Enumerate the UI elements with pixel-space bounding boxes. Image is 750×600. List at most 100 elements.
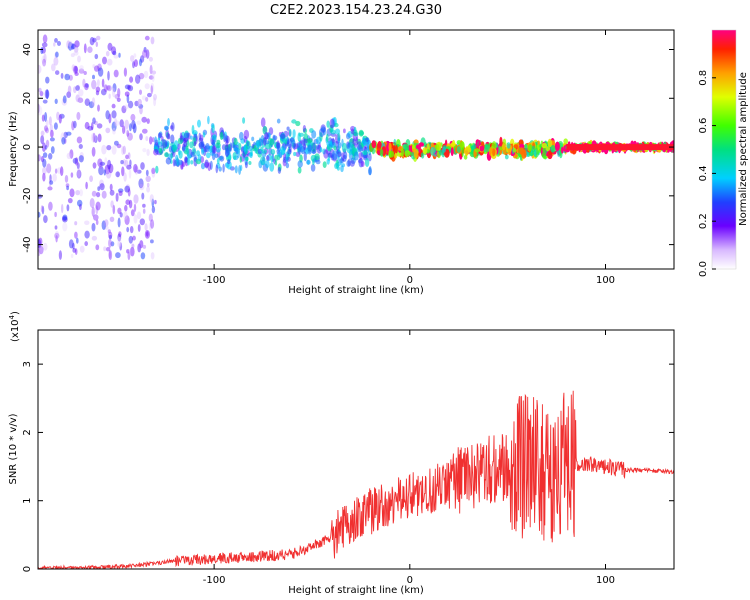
spectrogram-cell bbox=[450, 142, 456, 147]
spectrogram-cell bbox=[111, 110, 117, 119]
spectrogram-cell bbox=[231, 142, 235, 149]
spectrogram-cell bbox=[243, 145, 247, 153]
spectrogram-cell bbox=[465, 146, 469, 151]
spectrogram-cell bbox=[95, 41, 99, 47]
spectrogram-cell bbox=[49, 129, 54, 138]
spectrogram-cell bbox=[157, 132, 163, 139]
spectrogram-cell bbox=[58, 114, 62, 124]
colorbar-tick-label: 0.4 bbox=[698, 165, 709, 181]
spectrogram-cell bbox=[193, 154, 197, 162]
spectrogram-cell bbox=[76, 111, 81, 121]
spectrogram-cell bbox=[371, 140, 377, 149]
colorbar-tick-label: 0.8 bbox=[698, 70, 709, 86]
spectrogram-cell bbox=[79, 189, 83, 197]
spectrogram-cell bbox=[117, 207, 122, 214]
spectrogram-cell bbox=[64, 73, 70, 81]
spectrogram-cell bbox=[234, 165, 238, 174]
spectrogram-cell bbox=[239, 156, 242, 163]
spectrogram-cell bbox=[183, 137, 189, 142]
spectrogram-cell bbox=[201, 149, 204, 155]
spectrogram-cell bbox=[79, 65, 84, 71]
spectrogram-cell bbox=[513, 144, 519, 149]
spectrogram-cell bbox=[331, 137, 335, 145]
spectrogram-cell bbox=[198, 141, 205, 150]
spectrogram-cell bbox=[108, 249, 111, 259]
spectrogram-cell bbox=[379, 149, 384, 157]
spectrogram-cell bbox=[76, 136, 83, 144]
spectrogram-cell bbox=[222, 163, 225, 173]
spectrogram-cell bbox=[40, 135, 45, 145]
spectrogram-cell bbox=[350, 128, 355, 135]
spectrogram-cell bbox=[146, 182, 150, 188]
spectrogram-cell bbox=[151, 198, 155, 208]
spectrogram-cell bbox=[95, 219, 99, 226]
spectrogram-cell bbox=[265, 132, 269, 140]
spectrogram-cell bbox=[162, 139, 168, 149]
spectrogram-cell bbox=[117, 88, 121, 98]
figure-title: C2E2.2023.154.23.24.G30 bbox=[270, 3, 442, 18]
spectrogram-cell bbox=[149, 194, 154, 203]
spectrogram-cell bbox=[362, 150, 368, 156]
spectrogram-cell bbox=[337, 142, 342, 149]
spectrogram-cells bbox=[38, 34, 674, 261]
spectrogram-cell bbox=[38, 87, 42, 93]
spectrogram-cell bbox=[109, 189, 115, 196]
spectrogram-cell bbox=[126, 249, 130, 254]
spectrogram-cell bbox=[40, 47, 44, 55]
spectrogram-cell bbox=[112, 87, 116, 98]
spectrogram-cell bbox=[531, 145, 536, 153]
spectrogram-cell bbox=[204, 161, 210, 168]
spectrogram-cell bbox=[123, 172, 127, 182]
spectrogram-cell bbox=[280, 133, 286, 139]
spectrogram-cell bbox=[158, 132, 161, 141]
spectrogram-cell bbox=[202, 132, 206, 138]
spectrogram-cell bbox=[71, 43, 75, 50]
spectrogram-cell bbox=[136, 211, 142, 220]
spectrogram-cell bbox=[265, 160, 270, 169]
spectrogram-x-label: Height of straight line (km) bbox=[288, 285, 424, 296]
spectrogram-cell bbox=[136, 169, 142, 174]
spectrogram-cell bbox=[170, 134, 175, 144]
spectrogram-cell bbox=[112, 204, 116, 215]
spectrogram-cell bbox=[91, 190, 97, 197]
spectrogram-cell bbox=[61, 137, 66, 145]
spectrogram-cell bbox=[57, 41, 61, 46]
spectrogram-cell bbox=[209, 160, 213, 170]
spectrogram-cell bbox=[70, 253, 74, 258]
spectrogram-cell bbox=[97, 67, 104, 77]
spectrogram-cell bbox=[67, 85, 72, 95]
spectrogram-cell bbox=[73, 120, 77, 129]
spectrogram-cell bbox=[467, 147, 472, 153]
spectrogram-cell bbox=[243, 129, 250, 140]
spectrogram-cell bbox=[44, 145, 48, 150]
spectrogram-cell bbox=[49, 137, 55, 142]
spectrogram-cell bbox=[44, 89, 50, 99]
spectrogram-cell bbox=[84, 230, 90, 239]
spectrogram-cell bbox=[353, 151, 359, 161]
spectrogram-cell bbox=[143, 46, 147, 53]
spectrogram-cell bbox=[150, 219, 155, 229]
spectrogram-cell bbox=[139, 240, 144, 249]
spectrogram-cell bbox=[66, 131, 72, 136]
spectrogram-cell bbox=[89, 198, 95, 208]
spectrogram-cell bbox=[300, 145, 306, 155]
spectrogram-cell bbox=[346, 160, 351, 167]
spectrogram-cell bbox=[101, 220, 107, 230]
spectrogram-cell bbox=[186, 132, 190, 138]
spectrogram-cell bbox=[134, 100, 139, 107]
spectrogram-cell bbox=[122, 125, 126, 134]
spectrogram-cell bbox=[310, 164, 316, 172]
spectrogram-cell bbox=[185, 145, 189, 151]
spectrogram-cell bbox=[117, 236, 122, 247]
snr-y-label: SNR (10 * v/v) bbox=[8, 413, 19, 484]
spectrogram-cell bbox=[140, 252, 146, 260]
spectrogram-cell bbox=[106, 145, 112, 151]
spectrogram-cell bbox=[76, 169, 82, 179]
spectrogram-cell bbox=[108, 238, 112, 248]
spectrogram-cell bbox=[461, 147, 464, 157]
spectrogram-cell bbox=[311, 130, 317, 139]
snr-y-ticks: 0 1 2 3 bbox=[22, 361, 674, 572]
spectrogram-cell bbox=[359, 130, 365, 136]
spectrogram-cell bbox=[115, 192, 119, 202]
